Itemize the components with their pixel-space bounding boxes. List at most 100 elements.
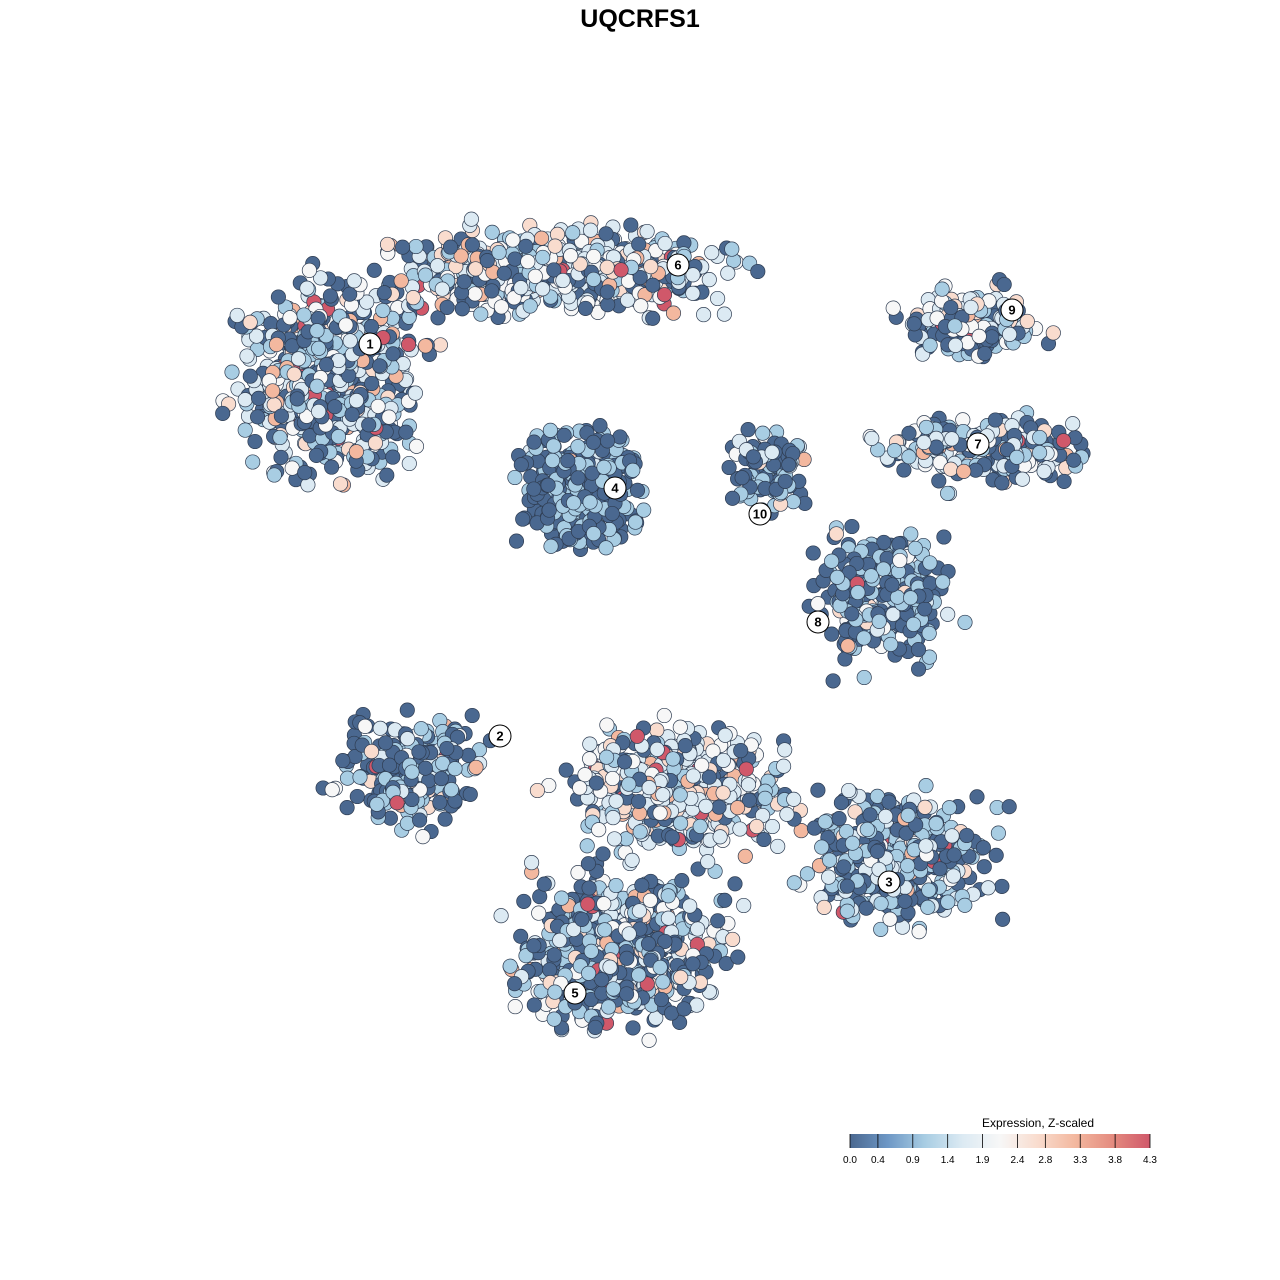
cell-point xyxy=(429,258,446,274)
cell-point xyxy=(980,880,996,896)
cell-point xyxy=(544,452,561,469)
cell-point xyxy=(689,997,705,1013)
cell-point xyxy=(348,444,364,460)
cell-point xyxy=(625,1020,641,1036)
cell-point xyxy=(369,796,385,812)
cell-point xyxy=(863,568,879,584)
cell-point xyxy=(606,831,623,847)
cell-point xyxy=(309,378,325,394)
cell-point xyxy=(361,417,377,433)
cell-point xyxy=(585,434,601,450)
cell-point xyxy=(385,346,401,362)
cell-point xyxy=(273,449,289,465)
cell-point xyxy=(508,533,525,549)
cell-point xyxy=(685,285,701,301)
legend-colorbar xyxy=(850,1134,1150,1148)
cell-point xyxy=(546,1011,562,1027)
cell-point xyxy=(745,449,761,465)
cell-point xyxy=(536,876,552,892)
cell-point xyxy=(454,301,470,317)
cell-point xyxy=(631,236,647,252)
cell-point xyxy=(828,526,844,542)
cell-point xyxy=(856,630,872,646)
cell-point xyxy=(366,262,382,278)
cell-point xyxy=(655,974,671,990)
cell-point xyxy=(404,764,420,780)
cell-point xyxy=(725,931,741,947)
cell-point xyxy=(395,239,411,255)
cell-point xyxy=(701,272,717,288)
cell-point xyxy=(587,1019,603,1035)
cell-point xyxy=(433,771,449,787)
cell-point xyxy=(733,743,749,759)
cell-point xyxy=(776,758,792,774)
cell-point xyxy=(664,829,680,845)
cell-point xyxy=(799,866,815,882)
cell-point xyxy=(566,921,582,938)
cell-point xyxy=(434,281,450,297)
cell-point xyxy=(245,454,261,470)
cell-point xyxy=(957,614,973,630)
cell-point xyxy=(928,816,944,832)
cell-point xyxy=(943,461,959,477)
cell-point xyxy=(367,435,384,451)
cell-point xyxy=(596,896,612,912)
cell-point xyxy=(574,911,590,927)
cell-point xyxy=(399,731,416,747)
cell-point xyxy=(959,827,975,844)
cell-point xyxy=(632,824,648,840)
cell-point xyxy=(631,967,647,983)
cell-point xyxy=(535,281,551,297)
cell-point xyxy=(932,861,948,877)
cell-point xyxy=(1014,471,1030,487)
cell-point xyxy=(339,800,355,816)
cell-point xyxy=(507,469,523,486)
cell-point xyxy=(296,307,312,323)
cell-point xyxy=(565,225,581,241)
cell-point xyxy=(621,926,637,942)
cell-point xyxy=(633,298,649,314)
legend-tick-label: 3.3 xyxy=(1073,1155,1087,1166)
cell-point xyxy=(398,424,414,440)
cell-point xyxy=(770,838,786,854)
cell-point xyxy=(290,351,307,367)
cell-point xyxy=(1032,445,1048,461)
cell-point xyxy=(976,859,992,875)
cell-point xyxy=(918,419,934,435)
cell-point xyxy=(900,807,916,823)
cell-point xyxy=(404,791,420,808)
cell-point xyxy=(905,616,922,632)
cell-point xyxy=(737,848,753,864)
cell-point xyxy=(563,248,579,264)
cell-point xyxy=(558,762,574,778)
cell-point xyxy=(907,540,923,556)
legend-tick-label: 0.9 xyxy=(906,1155,920,1166)
cell-point xyxy=(507,976,523,992)
cell-point xyxy=(586,271,602,287)
cell-point xyxy=(841,782,857,799)
cell-point xyxy=(443,782,459,798)
cell-point xyxy=(624,852,640,868)
cell-point xyxy=(372,720,388,736)
cell-point xyxy=(513,280,529,296)
cell-point xyxy=(672,719,688,735)
cell-point xyxy=(577,300,594,316)
cell-point xyxy=(555,272,571,289)
cell-point xyxy=(582,736,598,752)
cell-point xyxy=(442,239,459,255)
cell-point xyxy=(464,707,480,724)
cell-point xyxy=(660,910,676,926)
cell-point xyxy=(629,728,645,744)
cell-point xyxy=(825,673,841,689)
cell-point xyxy=(977,345,993,362)
cell-point xyxy=(467,286,483,302)
cell-point xyxy=(542,422,558,438)
cell-point xyxy=(734,470,750,486)
cell-point xyxy=(526,997,542,1013)
cell-point xyxy=(309,323,325,339)
cell-point xyxy=(649,741,665,757)
cell-point xyxy=(721,459,737,476)
cell-point xyxy=(552,932,568,948)
cell-point xyxy=(665,751,681,767)
cell-point xyxy=(674,873,690,889)
